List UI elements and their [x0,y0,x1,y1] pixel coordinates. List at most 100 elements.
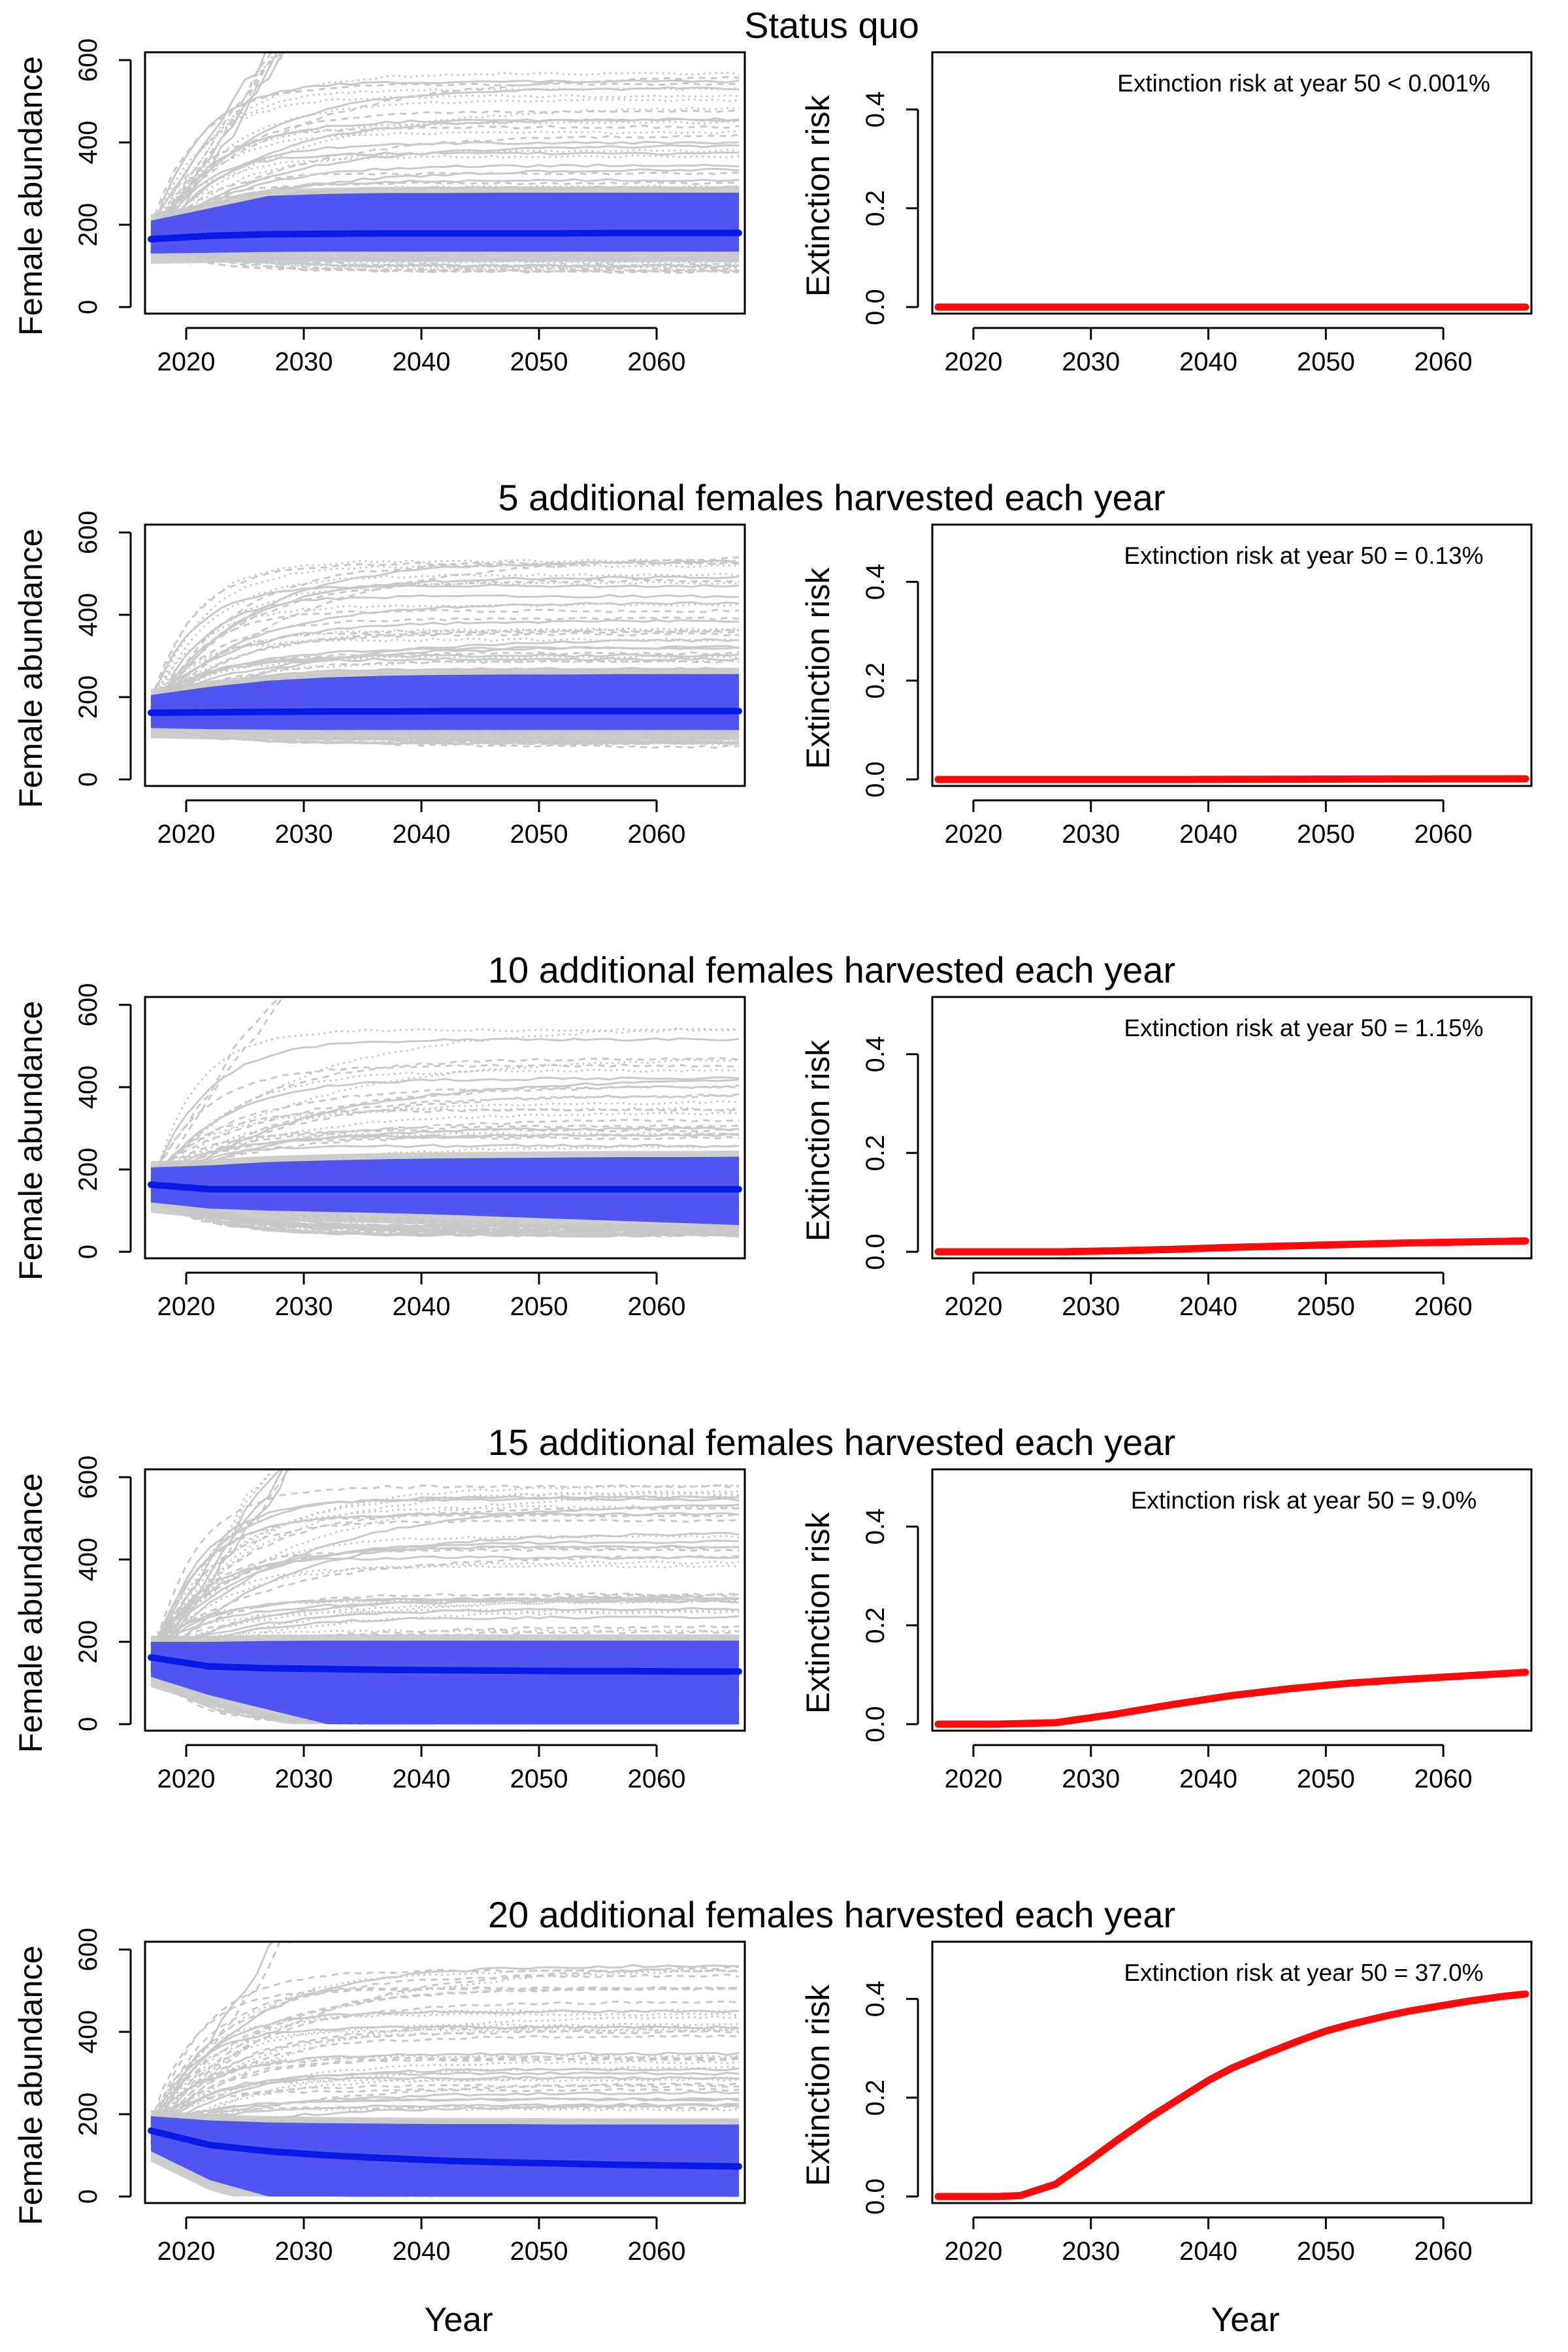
trajectory-line [150,563,740,711]
x-axis-label-right: Year [1211,2301,1279,2339]
x-tick-label: 2020 [944,1292,1002,1321]
trajectory-line [150,1085,740,1172]
x-tick-label: 2060 [628,1765,686,1793]
trajectory-line [150,1076,740,1190]
y-axis-label: Female abundance [12,529,49,808]
plot-frame [144,996,746,1260]
plot-frame [931,1468,1533,1732]
y-axis-label: Female abundance [12,1001,49,1281]
x-tick-label: 2040 [1179,820,1237,849]
trajectory-line [150,148,740,250]
y-axis: 0.0 0.2 0.4 [861,91,919,325]
trajectory-line [150,1132,740,1183]
trajectory-line [150,2105,740,2123]
trajectory-line [150,1469,289,1671]
y-tick-label: 0 [74,2189,103,2204]
x-axis: 2020 2030 2040 2050 2060 [157,2216,686,2266]
trajectory-line [150,2075,740,2144]
trajectory-line [150,2082,740,2145]
trajectory-line [150,572,740,712]
trajectory-line [150,2009,740,2145]
panel-7: 15 additional females harvested each yea… [12,1422,1175,1793]
panel-5: 10 additional females harvested each yea… [12,949,1175,1321]
trajectory-line [150,2000,740,2138]
plot-area [934,1669,1529,1728]
x-tick-label: 2030 [275,348,333,376]
trajectory-line [150,151,740,252]
trajectory-line [150,1968,740,2131]
plot-area [934,1990,1529,2200]
trajectory-line [150,1196,740,1236]
trajectory-line [150,86,740,252]
risk-annotation: Extinction risk at year 50 < 0.001% [1117,70,1490,97]
x-tick-label: 2040 [1179,2237,1237,2266]
y-axis: 0 200 400 600 [74,511,132,787]
x-tick-label: 2030 [1062,1292,1120,1321]
trajectory-line [150,2090,740,2129]
trajectory-line [150,594,740,726]
x-tick-label: 2030 [1062,820,1120,849]
trajectory-line [150,1484,740,1663]
x-tick-label: 2040 [1179,1292,1237,1321]
trajectory-line [150,1942,294,2144]
y-axis-label: Female abundance [12,1473,49,1753]
trajectory-line [150,163,740,249]
x-tick-label: 2030 [275,1765,333,1793]
plot-area [148,556,742,749]
trajectory-line [150,1985,740,2123]
x-axis-label-left: Year [424,2301,493,2339]
trajectory-line [150,704,740,746]
trajectory-line [150,1607,740,1656]
y-tick-label: 0.4 [861,564,890,600]
trajectory-line [150,2071,740,2135]
panel-10: Extinction risk at year 50 = 37.0%2020 20… [800,1940,1533,2266]
panel-8: Extinction risk at year 50 = 9.0% 2020 203… [800,1468,1533,1793]
trajectory-line [150,2008,740,2146]
trajectory-line [150,1068,740,1198]
trajectory-line [150,118,740,242]
x-tick-label: 2050 [510,2237,568,2266]
plot-area [148,52,742,274]
x-tick-label: 2030 [1062,2237,1120,2266]
trajectory-line [150,1085,740,1177]
y-tick-label: 400 [74,121,103,165]
trajectory-line [150,1964,740,2132]
x-tick-label: 2050 [510,348,568,376]
trajectory-line [150,608,740,726]
y-tick-label: 600 [74,1456,103,1499]
trajectory-line [150,2057,740,2146]
risk-annotation: Extinction risk at year 50 = 9.0% [1131,1487,1477,1514]
panel-9: 20 additional females harvested each yea… [12,1894,1175,2266]
x-tick-label: 2020 [944,348,1002,376]
y-axis: 0 200 400 600 [74,39,132,314]
trajectory-line [150,2012,740,2123]
confidence-band [151,674,739,730]
trajectory-line [150,1037,740,1185]
y-tick-label: 0.2 [861,1607,890,1644]
plot-area [148,997,742,1238]
y-tick-label: 200 [74,203,103,247]
trajectory-line [150,1108,740,1181]
panel-title: 20 additional females harvested each yea… [488,1894,1175,1935]
x-tick-label: 2060 [628,1292,686,1321]
trajectory-line [150,1132,740,1184]
panel-title: 15 additional females harvested each yea… [488,1422,1175,1463]
trajectory-line [150,1494,740,1653]
trajectory-line [150,559,740,708]
x-tick-label: 2040 [1179,1765,1237,1793]
trajectory-line [150,616,740,710]
trajectory-line [150,1503,740,1659]
extinction-risk-line [934,1237,1529,1256]
y-tick-label: 400 [74,1538,103,1582]
trajectory-line [150,180,740,250]
trajectory-line [150,2065,740,2138]
y-tick-label: 0.0 [861,2178,890,2215]
x-tick-label: 2030 [1062,1765,1120,1793]
trajectory-line [150,2060,740,2130]
x-tick-label: 2060 [628,2237,686,2266]
x-axis: 2020 2030 2040 2050 2060 [944,327,1473,376]
x-tick-label: 2060 [1414,820,1473,849]
y-tick-label: 400 [74,1066,103,1109]
trajectory-line [150,248,740,272]
